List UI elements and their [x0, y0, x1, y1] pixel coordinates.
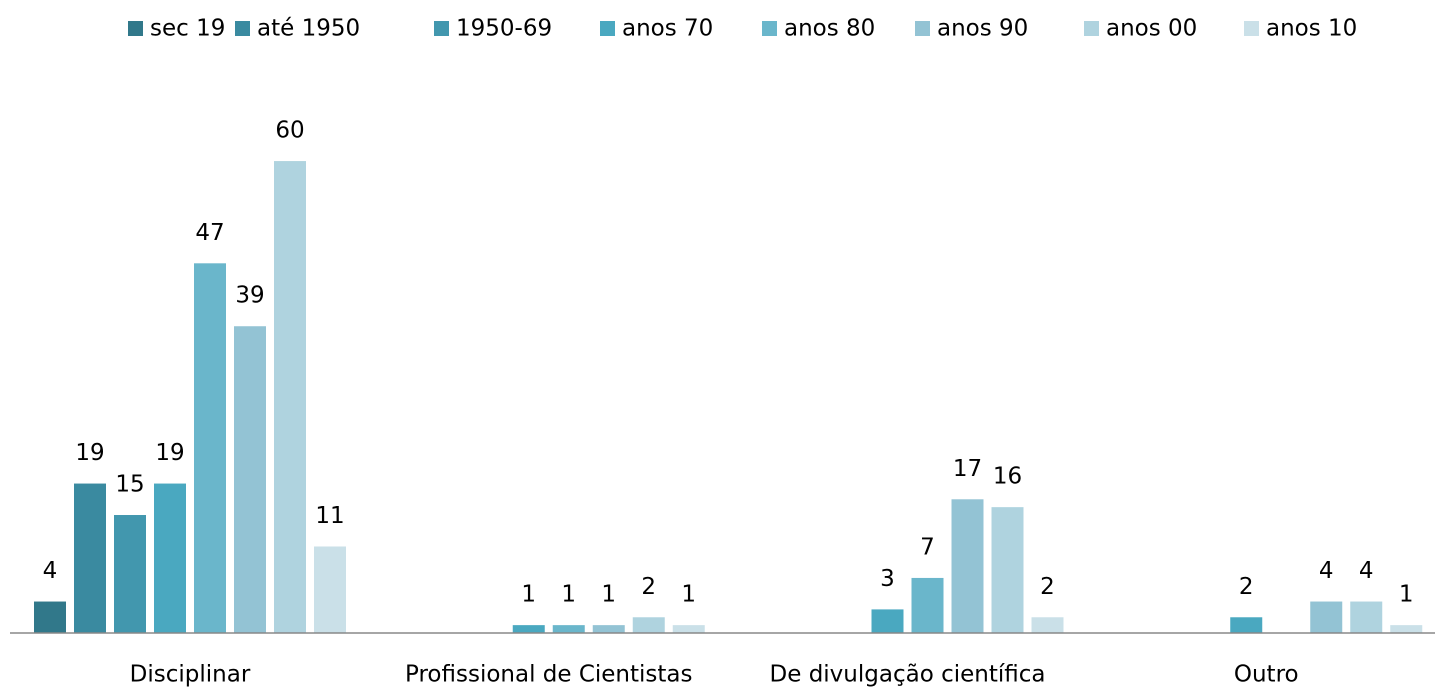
- bar: [871, 609, 904, 633]
- bar: [911, 577, 944, 633]
- bar: [1031, 617, 1064, 633]
- legend-label: anos 90: [937, 16, 1028, 42]
- x-tick-label: Profissional de Cientistas: [405, 662, 693, 688]
- value-label: 4: [1319, 558, 1334, 584]
- legend-label: 1950-69: [456, 16, 552, 42]
- value-label: 2: [641, 574, 656, 600]
- bar: [991, 507, 1024, 633]
- value-label: 3: [880, 566, 895, 592]
- value-label: 1: [681, 582, 696, 608]
- bar: [194, 263, 226, 633]
- bar: [314, 546, 346, 633]
- legend-swatch: [600, 21, 615, 36]
- legend-swatch: [915, 21, 930, 36]
- value-label: 11: [315, 503, 344, 529]
- value-label: 4: [43, 558, 58, 584]
- legend-swatch: [128, 21, 143, 36]
- value-label: 39: [235, 283, 264, 309]
- value-label: 1: [1399, 582, 1414, 608]
- value-label: 7: [920, 534, 935, 560]
- value-label: 1: [521, 582, 536, 608]
- bar: [552, 625, 585, 633]
- bar: [672, 625, 705, 633]
- value-label: 19: [155, 440, 184, 466]
- legend-label: anos 70: [622, 16, 713, 42]
- x-tick-label: Disciplinar: [130, 662, 251, 688]
- bar: [951, 499, 984, 633]
- value-label: 47: [195, 220, 224, 246]
- legend-label: anos 80: [784, 16, 875, 42]
- bar: [1390, 625, 1423, 633]
- bar: [1310, 601, 1343, 633]
- bar: [34, 601, 66, 633]
- x-tick-label: De divulgação científica: [770, 662, 1046, 688]
- legend-label: sec 19: [150, 16, 225, 42]
- bar: [592, 625, 625, 633]
- bar: [632, 617, 665, 633]
- value-label: 60: [275, 118, 304, 144]
- value-label: 1: [561, 582, 576, 608]
- legend-swatch: [434, 21, 449, 36]
- bar: [114, 515, 146, 633]
- legend-swatch: [762, 21, 777, 36]
- value-label: 2: [1239, 574, 1254, 600]
- value-label: 17: [953, 456, 982, 482]
- bar: [1350, 601, 1383, 633]
- x-tick-label: Outro: [1234, 662, 1299, 688]
- value-label: 2: [1040, 574, 1055, 600]
- bar: [1230, 617, 1263, 633]
- value-label: 16: [993, 464, 1022, 490]
- legend-label: anos 00: [1106, 16, 1197, 42]
- bar: [74, 483, 106, 633]
- legend-swatch: [1244, 21, 1259, 36]
- value-label: 19: [75, 440, 104, 466]
- value-label: 4: [1359, 558, 1374, 584]
- value-label: 1: [601, 582, 616, 608]
- legend-swatch: [1084, 21, 1099, 36]
- bar: [154, 483, 186, 633]
- legend-label: anos 10: [1266, 16, 1357, 42]
- legend-swatch: [235, 21, 250, 36]
- bar: [274, 161, 306, 634]
- value-label: 15: [115, 472, 144, 498]
- legend-label: até 1950: [257, 16, 360, 42]
- bar: [512, 625, 545, 633]
- bar: [234, 326, 266, 633]
